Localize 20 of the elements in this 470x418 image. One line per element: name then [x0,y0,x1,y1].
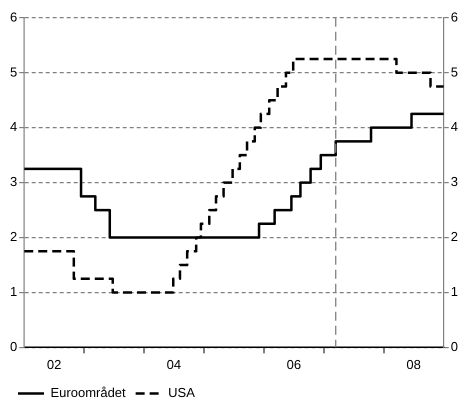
legend-label: USA [168,385,196,400]
y2-tick-label: 4 [450,119,458,134]
y-tick-label: 1 [10,284,18,300]
y-tick-label: 0 [10,338,18,354]
y-tick-label: 3 [10,174,18,190]
y-tick-label: 5 [10,64,18,80]
y2-tick-label: 1 [450,284,458,300]
y2-tick-label: 6 [450,9,458,24]
y2-tick-label: 3 [450,174,458,190]
y2-tick-label: 5 [450,64,458,80]
x-tick-label: 04 [166,356,182,372]
y2-tick-label: 0 [450,338,458,354]
x-tick-label: 06 [286,356,302,372]
x-tick-label: 08 [406,356,421,372]
x-tick-label: 02 [46,356,62,372]
legend-label: Euroområdet [50,385,126,400]
y-tick-label: 4 [10,119,18,134]
y-tick-label: 2 [10,229,18,244]
y2-tick-label: 2 [450,229,458,244]
y-tick-label: 6 [10,9,18,24]
